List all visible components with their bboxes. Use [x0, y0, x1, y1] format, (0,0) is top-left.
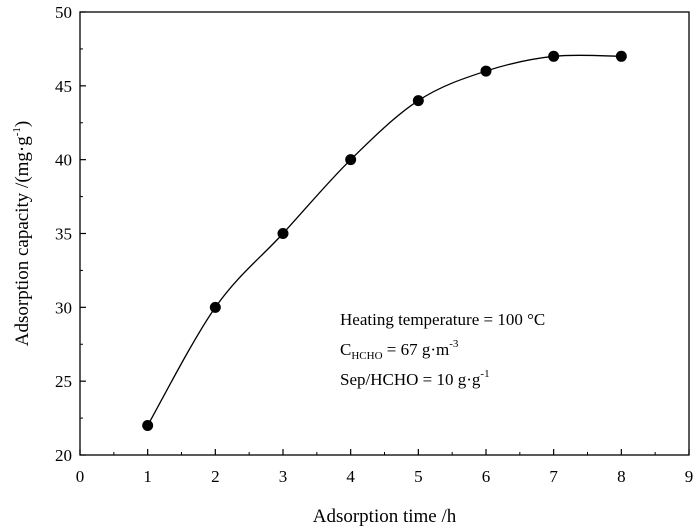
y-tick-label: 35 [55, 225, 72, 244]
data-point [277, 228, 289, 239]
x-tick-label: 5 [414, 467, 423, 486]
annotation-heating-temperature: Heating temperature = 100 °C [340, 310, 545, 329]
data-point [480, 65, 492, 77]
x-tick-label: 6 [482, 467, 491, 486]
annotation-heating-text: Heating temperature = 100 °C [340, 310, 545, 329]
x-tick-label: 7 [549, 467, 558, 486]
y-tick-label: 30 [55, 298, 72, 317]
annotation-hcho-sub: HCHO [351, 350, 382, 362]
annotation-hcho-concentration: CHCHO = 67 g·m-3 [340, 338, 459, 362]
data-points [142, 50, 627, 431]
data-point [615, 50, 627, 62]
data-point [142, 419, 154, 431]
y-tick-label: 25 [55, 372, 72, 391]
annotation-sep-main: Sep/HCHO = 10 g·g [340, 370, 481, 389]
data-point [412, 95, 424, 107]
annotation-hcho-sup: -3 [449, 338, 459, 350]
y-axis-title: Adsorption capacity /(mg·g-1) [11, 121, 33, 347]
data-point [345, 154, 357, 166]
x-tick-label: 9 [685, 467, 694, 486]
y-axis-title-close: ) [12, 121, 33, 127]
y-tick-label: 50 [55, 3, 72, 22]
data-point [548, 50, 560, 62]
annotation-sep-ratio: Sep/HCHO = 10 g·g-1 [340, 368, 490, 389]
annotation-sep-sup: -1 [480, 368, 489, 380]
x-tick-label: 3 [279, 467, 288, 486]
x-axis-title: Adsorption time /h [313, 506, 457, 527]
x-tick-label: 1 [143, 467, 152, 486]
y-axis-title-main: Adsorption capacity /(mg·g [12, 136, 33, 347]
annotation-hcho-rest: = 67 g·m [383, 340, 450, 359]
annotation-hcho-c: C [340, 340, 351, 359]
y-tick-label: 40 [55, 151, 72, 170]
y-tick-label: 20 [55, 446, 72, 465]
x-tick-label: 2 [211, 467, 220, 486]
x-tick-label: 0 [76, 467, 85, 486]
x-tick-label: 4 [346, 467, 355, 486]
data-point [209, 301, 221, 313]
axis-ticks [79, 11, 690, 456]
x-tick-label: 8 [617, 467, 626, 486]
y-tick-label: 45 [55, 77, 72, 96]
y-axis-title-sup: -1 [11, 127, 23, 136]
